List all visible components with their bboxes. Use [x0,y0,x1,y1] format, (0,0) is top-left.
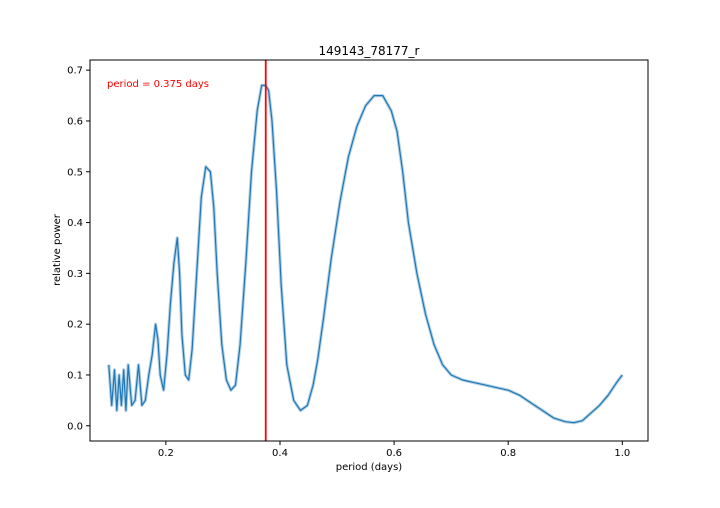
x-tick-label: 0.2 [158,448,174,459]
y-tick-label: 0.7 [67,66,83,77]
y-tick-label: 0.5 [67,167,83,178]
plot-background [90,60,648,441]
y-tick-label: 0.6 [67,116,83,127]
y-tick-label: 0.4 [67,218,83,229]
x-tick-label: 0.6 [386,448,402,459]
y-tick-label: 0.0 [67,421,83,432]
x-tick-label: 1.0 [614,448,630,459]
y-axis-ticks: 0.0 0.1 0.2 0.3 0.4 0.5 0.6 0.7 [67,66,90,432]
x-tick-label: 0.8 [500,448,516,459]
period-annotation: period = 0.375 days [107,79,209,90]
y-tick-label: 0.3 [67,269,83,280]
chart-title: 149143_78177_r [319,44,420,58]
plot-frame [89,59,649,442]
x-axis-label: period (days) [336,462,403,473]
x-tick-label: 0.4 [272,448,288,459]
y-tick-label: 0.1 [67,370,83,381]
y-axis-label: relative power [52,213,63,286]
y-tick-label: 0.2 [67,320,83,331]
x-axis-ticks: 0.2 0.4 0.6 0.8 1.0 [158,441,630,459]
